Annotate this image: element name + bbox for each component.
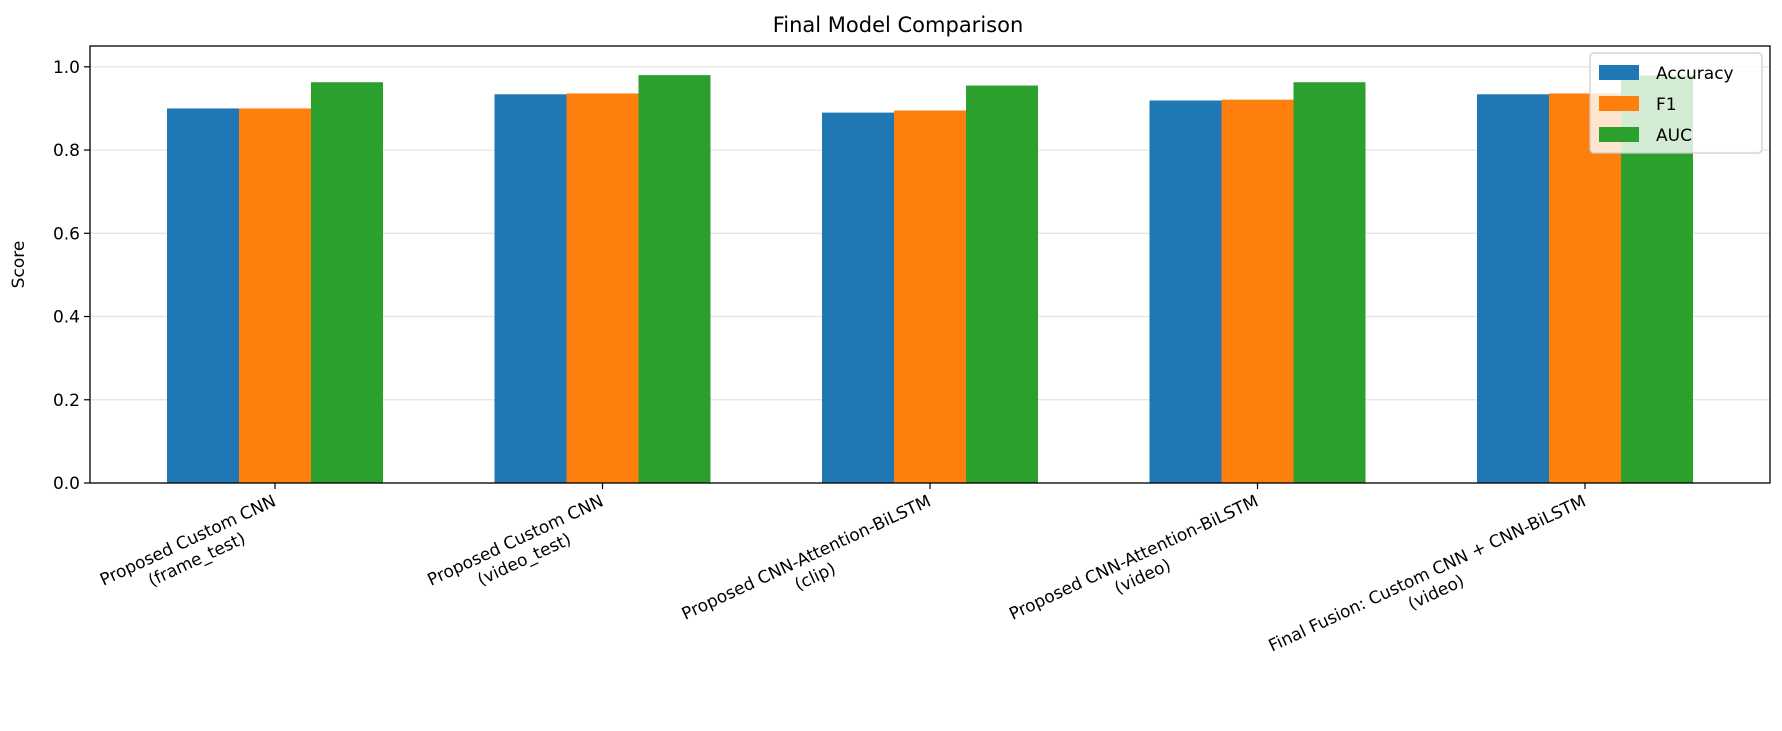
bar-f1-1 bbox=[566, 93, 639, 484]
bar-auc-1 bbox=[638, 75, 711, 483]
bar-auc-3 bbox=[1293, 82, 1366, 484]
legend-swatch-accuracy bbox=[1599, 65, 1639, 80]
x-tick-label-line1: Proposed CNN-Attention-BiLSTM bbox=[679, 491, 934, 624]
bar-f1-0 bbox=[239, 108, 311, 483]
bar-f1-3 bbox=[1221, 99, 1294, 483]
bar-accuracy-4 bbox=[1477, 94, 1549, 484]
x-tick-label: Proposed CNN-Attention-BiLSTM(video) bbox=[1006, 491, 1261, 624]
y-axis-label: Score bbox=[9, 241, 29, 289]
x-axis: Proposed Custom CNN(frame_test) Proposed … bbox=[97, 483, 1589, 656]
bar-f1-4 bbox=[1549, 93, 1621, 484]
bars bbox=[167, 75, 1693, 484]
legend-label-auc: AUC bbox=[1656, 126, 1692, 146]
legend-swatch-auc bbox=[1599, 127, 1639, 142]
bar-auc-0 bbox=[311, 82, 383, 484]
bar-accuracy-1 bbox=[494, 94, 567, 484]
x-tick-label-line1: Proposed Custom CNN bbox=[97, 491, 279, 590]
legend-label-accuracy: Accuracy bbox=[1656, 64, 1734, 84]
y-tick-label: 0.8 bbox=[53, 141, 80, 161]
x-tick-label-line1: Proposed CNN-Attention-BiLSTM bbox=[1006, 491, 1261, 624]
legend-label-f1: F1 bbox=[1656, 95, 1677, 115]
legend[interactable]: Accuracy F1 AUC bbox=[1589, 52, 1763, 154]
x-tick-label: Proposed Custom CNN(frame_test) bbox=[97, 491, 279, 591]
x-tick-label: Final Fusion: Custom CNN + CNN-BiLSTM(vi… bbox=[1266, 491, 1589, 656]
y-axis: 0.0 0.2 0.4 0.6 0.8 1.0 bbox=[53, 58, 90, 494]
y-tick-label: 0.6 bbox=[53, 224, 80, 244]
y-tick-label: 0.2 bbox=[53, 391, 80, 411]
legend-swatch-f1 bbox=[1599, 96, 1639, 111]
x-tick-label: Proposed CNN-Attention-BiLSTM(clip) bbox=[679, 491, 934, 624]
y-tick-label: 0.0 bbox=[53, 474, 80, 494]
x-tick-label-line1: Final Fusion: Custom CNN + CNN-BiLSTM bbox=[1266, 491, 1589, 656]
y-tick-label: 0.4 bbox=[53, 308, 80, 328]
bar-accuracy-3 bbox=[1149, 100, 1222, 484]
x-tick-label-line1: Proposed Custom CNN bbox=[425, 491, 607, 590]
bar-accuracy-2 bbox=[822, 112, 894, 483]
x-tick-label: Proposed Custom CNN(video_test) bbox=[425, 491, 607, 590]
bar-accuracy-0 bbox=[167, 108, 239, 483]
chart-title: Final Model Comparison bbox=[773, 13, 1024, 37]
bar-f1-2 bbox=[894, 110, 966, 483]
bar-auc-2 bbox=[966, 85, 1038, 484]
y-tick-label: 1.0 bbox=[53, 58, 80, 78]
